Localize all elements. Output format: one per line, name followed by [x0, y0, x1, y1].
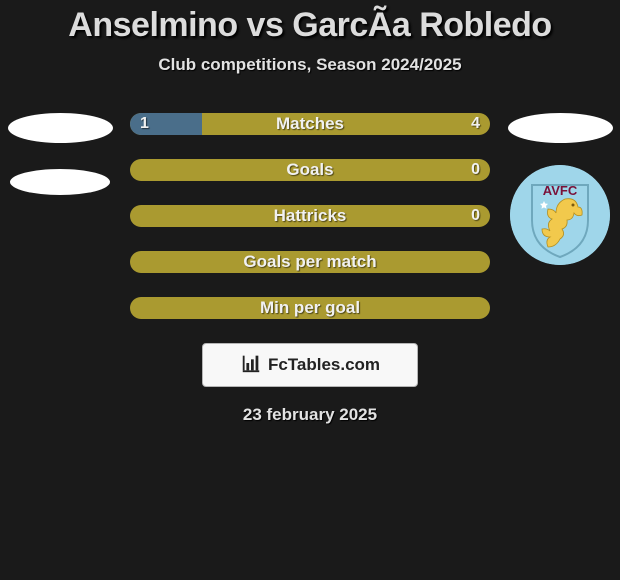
player-avatar-placeholder: [508, 113, 613, 143]
stat-label: Min per goal: [130, 298, 490, 318]
stat-label: Goals: [130, 160, 490, 180]
report-date: 23 february 2025: [0, 405, 620, 425]
stat-value-right: 0: [471, 161, 480, 179]
svg-text:AVFC: AVFC: [543, 183, 578, 198]
subtitle: Club competitions, Season 2024/2025: [0, 55, 620, 75]
stat-bar: Min per goal: [130, 297, 490, 319]
page-title: Anselmino vs GarcÃ­a Robledo: [0, 6, 620, 45]
club-badge-avfc: AVFC: [510, 165, 610, 265]
stat-bar: Matches1 4: [130, 113, 490, 135]
source-label: FcTables.com: [268, 355, 380, 375]
stat-bar: Goals per match: [130, 251, 490, 273]
stat-label: Matches: [130, 114, 490, 134]
stat-bar: Hattricks0: [130, 205, 490, 227]
stats-bars: Matches14Goals0Hattricks0Goals per match…: [120, 113, 500, 319]
stat-label: Hattricks: [130, 206, 490, 226]
stat-bar: Goals0: [130, 159, 490, 181]
chart-icon: [240, 352, 262, 379]
stat-value-right: 4: [471, 115, 480, 133]
club-badge-placeholder: [10, 169, 110, 195]
player-avatar-placeholder: [8, 113, 113, 143]
source-badge: FcTables.com: [202, 343, 418, 387]
stat-value-right: 0: [471, 207, 480, 225]
right-player-col: AVFC: [500, 111, 620, 265]
comparison-row: Matches14Goals0Hattricks0Goals per match…: [0, 111, 620, 319]
stat-value-left: 1: [140, 115, 149, 133]
left-player-col: [0, 111, 120, 195]
stat-label: Goals per match: [130, 252, 490, 272]
